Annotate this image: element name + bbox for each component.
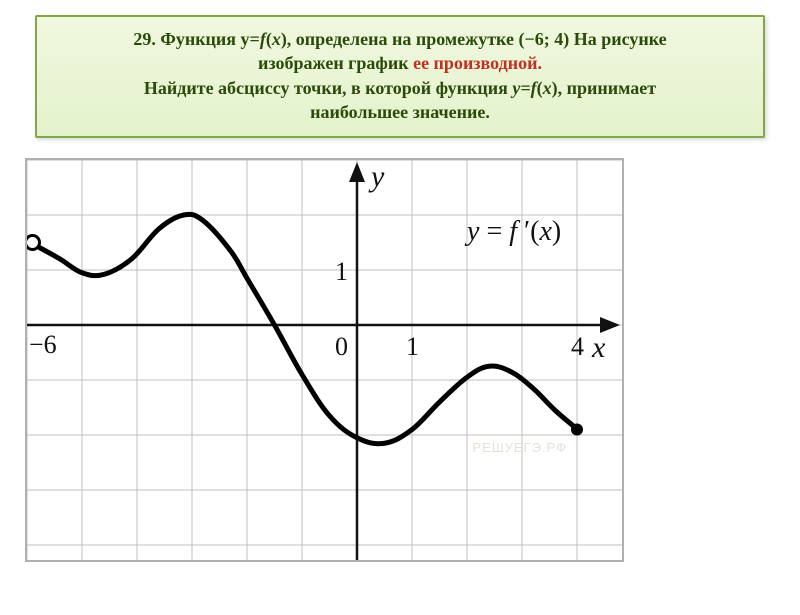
problem-line-3: Найдите абсциссу точки, в которой функци… bbox=[57, 76, 743, 100]
problem-statement: 29. Функция y=f(x), определена на промеж… bbox=[35, 15, 765, 138]
watermark: РЕШУЕГЭ.РФ bbox=[472, 440, 567, 455]
chart: −6 0 1 4 1 y x y = f ′(x) РЕШУЕГЭ.РФ bbox=[25, 158, 624, 562]
svg-text:x: x bbox=[591, 331, 606, 364]
svg-text:1: 1 bbox=[406, 332, 419, 361]
svg-text:−6: −6 bbox=[29, 330, 57, 359]
problem-line-1: 29. Функция y=f(x), определена на промеж… bbox=[57, 27, 743, 51]
svg-text:y: y bbox=[368, 160, 385, 193]
svg-text:4: 4 bbox=[571, 332, 584, 361]
svg-text:1: 1 bbox=[335, 257, 348, 286]
problem-line-4: наибольшее значение. bbox=[57, 100, 743, 124]
svg-text:0: 0 bbox=[335, 332, 348, 361]
chart-svg: −6 0 1 4 1 y x y = f ′(x) bbox=[27, 160, 622, 560]
svg-text:y = f ′(x): y = f ′(x) bbox=[464, 216, 561, 247]
problem-line-2: изображен график ее производной. bbox=[57, 51, 743, 75]
